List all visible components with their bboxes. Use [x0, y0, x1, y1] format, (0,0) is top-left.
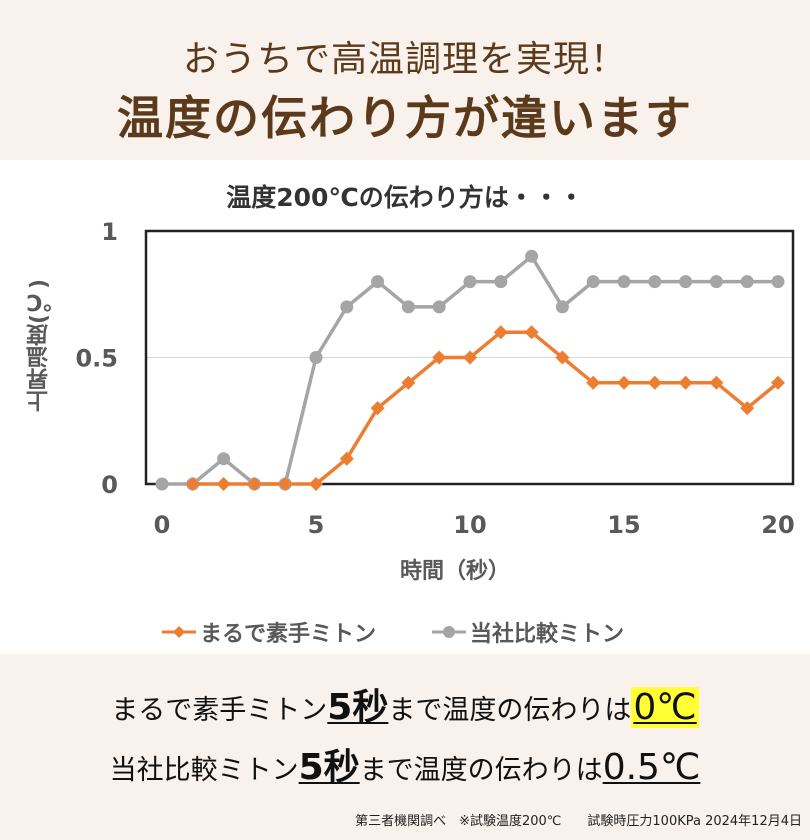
summary-value-highlighted: 0℃ [631, 687, 699, 728]
data-point-diamond [709, 375, 724, 390]
data-point-circle [371, 275, 385, 289]
data-point-circle [340, 300, 354, 314]
legend-item-comparison-mitten: 当社比較ミトン [430, 616, 624, 648]
summary-line-bare-hand: まるで素手ミトン5秒まで温度の伝わりは0℃ [0, 678, 810, 730]
plot-area-border [144, 229, 795, 486]
y-axis-ticks: 00.51 [75, 218, 118, 499]
data-point-circle [525, 249, 539, 263]
summary-value: 0.5℃ [602, 747, 701, 788]
orange-diamond-marker-icon [162, 626, 196, 638]
x-tick-label: 0 [154, 511, 171, 539]
data-point-diamond [278, 477, 293, 491]
summary-line-comparison: 当社比較ミトン5秒まで温度の伝わりは0.5℃ [0, 738, 810, 790]
data-point-circle [401, 300, 415, 314]
series-lines [155, 249, 785, 491]
data-point-circle [217, 452, 231, 466]
summary-band [0, 654, 810, 840]
series-comparison-mitten [155, 249, 785, 491]
legend-label: まるで素手ミトン [200, 622, 377, 647]
series-bare-hand-mitten [185, 325, 785, 491]
data-point-diamond [401, 375, 416, 390]
data-point-diamond [678, 375, 693, 390]
data-point-diamond [432, 350, 447, 365]
summary-middle: まで温度の伝わりは [359, 755, 603, 786]
legend-item-bare-hand-mitten: まるで素手ミトン [160, 616, 376, 648]
data-point-diamond [740, 401, 755, 416]
summary-middle: まで温度の伝わりは [388, 695, 632, 726]
data-point-diamond [617, 375, 631, 390]
data-point-diamond [463, 350, 477, 365]
summary-time: 5秒 [327, 687, 389, 728]
data-point-circle [586, 275, 600, 289]
data-point-diamond [771, 375, 785, 390]
data-point-diamond [555, 350, 570, 365]
x-tick-label: 15 [607, 511, 640, 539]
data-point-circle [648, 275, 662, 289]
summary-product: 当社比較ミトン [109, 755, 299, 786]
data-point-diamond [647, 375, 662, 390]
header-band: おうちで高温調理を実現！ 温度の伝わり方が違います [0, 0, 810, 160]
data-point-circle [494, 275, 508, 289]
footnote: 第三者機関調べ ※試験温度200℃ 試験時圧力100KPa 2024年12月4日 [355, 814, 802, 829]
data-point-diamond [493, 325, 508, 340]
data-point-circle [771, 275, 785, 289]
headline-title: 温度の伝わり方が違います [117, 91, 693, 145]
chart-title: 温度200℃の伝わり方は・・・ [226, 183, 584, 212]
data-point-diamond [216, 477, 231, 491]
x-tick-label: 10 [453, 511, 486, 539]
data-point-diamond [309, 477, 323, 491]
data-point-diamond [524, 325, 539, 340]
data-point-circle [617, 275, 631, 289]
x-tick-label: 5 [308, 511, 325, 539]
data-point-diamond [586, 375, 601, 390]
y-tick-label: 0 [101, 471, 118, 499]
data-point-circle [709, 275, 723, 289]
y-tick-label: 0.5 [75, 345, 118, 373]
data-point-circle [740, 275, 754, 289]
legend-label: 当社比較ミトン [470, 622, 625, 647]
data-point-circle [679, 275, 693, 289]
x-axis-label: 時間（秒） [399, 559, 510, 584]
chart-legend: まるで素手ミトン 当社比較ミトン [160, 615, 624, 649]
data-point-circle [555, 300, 569, 314]
x-tick-label: 20 [761, 511, 794, 539]
data-point-circle [463, 275, 477, 289]
headline-subtitle: おうちで高温調理を実現！ [182, 39, 627, 80]
data-point-circle [155, 477, 169, 491]
summary-time: 5秒 [298, 747, 360, 788]
data-point-diamond [339, 451, 354, 466]
gray-circle-marker-icon [432, 626, 467, 638]
x-axis-ticks: 0 5 10 15 20 [154, 511, 795, 539]
data-point-circle [432, 300, 446, 314]
summary-product: まるで素手ミトン [111, 695, 328, 726]
data-point-diamond [247, 477, 262, 491]
line-chart: 00.51 0 5 10 15 20 [75, 218, 795, 539]
y-axis-label: 上昇温度(℃) [27, 278, 52, 412]
data-point-circle [309, 351, 323, 364]
y-tick-label: 1 [101, 218, 118, 246]
data-point-diamond [370, 401, 385, 416]
data-point-diamond [185, 477, 200, 491]
